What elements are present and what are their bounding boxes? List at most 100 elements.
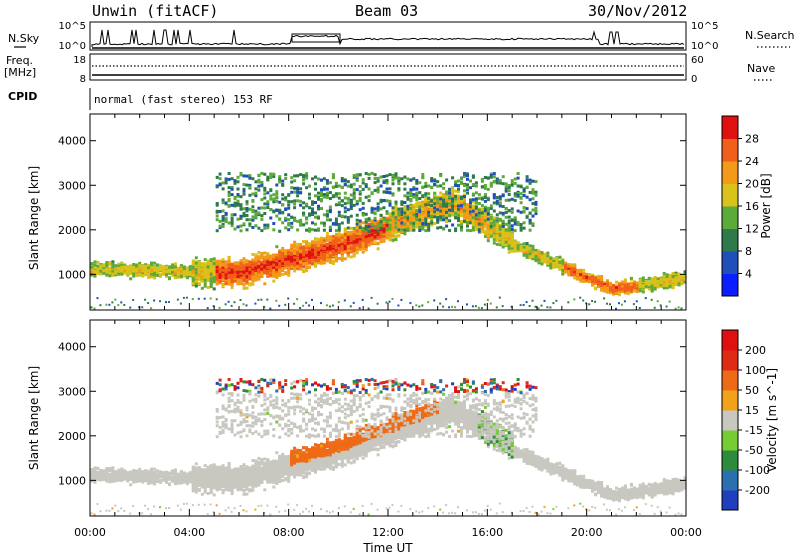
power-cell [209, 262, 213, 266]
power-cell [364, 223, 368, 227]
power-cell [290, 200, 294, 204]
power-cell [132, 299, 135, 301]
power-cell [400, 210, 404, 214]
power-cell [254, 271, 258, 275]
power-cell [173, 268, 177, 272]
power-cell [343, 241, 347, 245]
power-cell [141, 268, 145, 272]
power-cell [221, 187, 225, 191]
power-cell [269, 176, 273, 179]
power-cell [263, 271, 267, 275]
power-cell [305, 186, 309, 190]
power-cell [379, 218, 383, 221]
power-cell [337, 246, 341, 250]
power-cell [242, 265, 246, 269]
power-cell [132, 274, 136, 278]
power-cell [421, 304, 424, 307]
noise-tick-left-bottom: 10^0 [59, 41, 86, 52]
power-cell [194, 284, 198, 288]
power-cell [391, 224, 395, 227]
power-cell [373, 207, 377, 211]
power-cell [239, 214, 243, 218]
power-cell [397, 304, 400, 307]
power-cell [182, 265, 186, 269]
power-cell [245, 264, 249, 268]
power-cell [299, 187, 303, 191]
power-cell [391, 219, 395, 223]
cpid-panel: CPID normal (fast stereo) 153 RF [8, 88, 273, 110]
power-cell [251, 261, 255, 265]
power-cell [227, 172, 231, 175]
power-cell [156, 273, 160, 277]
power-cell [394, 209, 398, 213]
power-cell [391, 297, 394, 300]
power-cell [367, 217, 371, 221]
power-cell [218, 280, 222, 284]
power-cell [150, 262, 154, 265]
power-cell [433, 196, 437, 200]
power-cell [176, 273, 180, 277]
power-cell [433, 211, 437, 215]
power-cell [314, 201, 317, 204]
power-cell [373, 228, 377, 232]
power-cell [251, 215, 255, 219]
power-cell [370, 227, 374, 230]
power-cell [403, 187, 407, 191]
power-cell [311, 245, 314, 249]
power-cell [427, 205, 431, 209]
power-cell [427, 192, 431, 196]
power-cell [206, 273, 210, 277]
power-cell [296, 248, 300, 252]
power-cell [224, 265, 228, 269]
power-cell [406, 209, 410, 213]
power-cell [361, 298, 364, 301]
power-cell [322, 239, 326, 243]
power-cell [254, 209, 258, 213]
power-cell [385, 187, 389, 191]
power-cell [337, 244, 341, 248]
power-cell [263, 251, 267, 255]
power-cell [352, 191, 356, 195]
power-cell [385, 190, 389, 194]
power-cell [424, 181, 428, 185]
power-cell [379, 213, 383, 217]
power-cell [445, 216, 449, 220]
power-cell [448, 208, 452, 212]
power-cell [275, 265, 279, 269]
power-cell [424, 222, 428, 226]
power-cell [221, 276, 225, 280]
power-cell [424, 203, 428, 207]
power-cell [260, 267, 264, 271]
power-cell [221, 209, 225, 213]
power-cell [409, 223, 413, 227]
power-cell [263, 192, 267, 196]
power-cell [334, 181, 338, 185]
nave-tick-bottom: 0 [691, 74, 697, 85]
power-cell [90, 273, 94, 277]
power-cell [218, 271, 222, 274]
power-cell [165, 301, 167, 304]
power-cell [263, 206, 267, 210]
power-cell [215, 262, 219, 266]
power-cell [105, 267, 109, 271]
power-cell [325, 239, 329, 243]
power-cell [266, 206, 270, 209]
power-cell [397, 230, 401, 234]
power-cell [230, 304, 233, 307]
power-cell [251, 279, 255, 283]
power-cell [388, 202, 392, 206]
power-cell [194, 276, 198, 280]
power-cell [328, 210, 332, 214]
power-cell [218, 267, 222, 271]
power-cell [415, 214, 419, 218]
power-cell [385, 236, 389, 240]
power-cell [361, 239, 365, 242]
power-cell [343, 215, 347, 219]
power-cell [287, 228, 291, 232]
power-cell [165, 270, 168, 273]
power-cell [322, 253, 326, 257]
power-cell [93, 271, 97, 275]
power-cell [415, 209, 419, 213]
power-cell [364, 212, 368, 216]
